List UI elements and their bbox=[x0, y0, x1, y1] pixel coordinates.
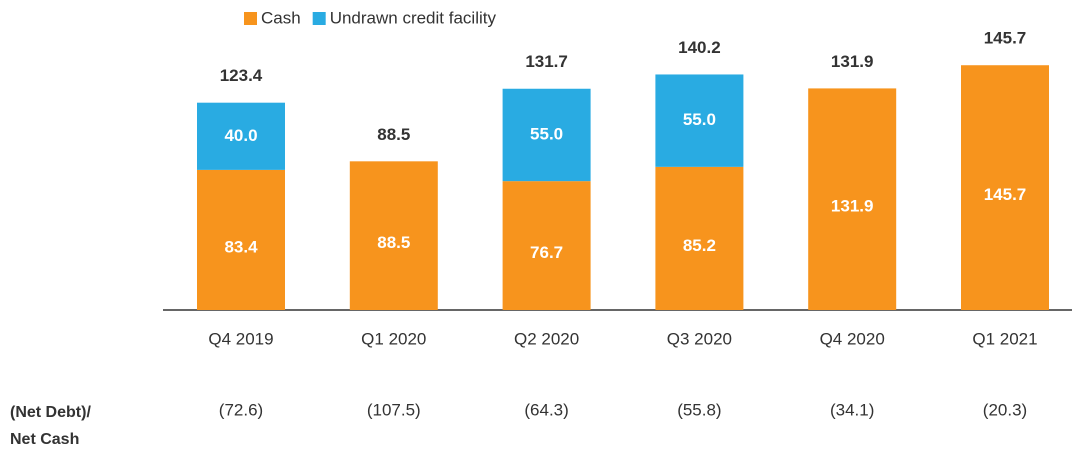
segment-label: 131.9 bbox=[831, 197, 874, 216]
segment-label: 76.7 bbox=[530, 243, 563, 262]
net-cash-value: (64.3) bbox=[524, 400, 568, 419]
bar-segment bbox=[808, 88, 897, 311]
net-cash-value: (20.3) bbox=[983, 400, 1027, 419]
bar-segment bbox=[502, 88, 591, 182]
bar-segment bbox=[197, 169, 285, 310]
legend-label: Cash bbox=[261, 8, 301, 27]
legend-label: Undrawn credit facility bbox=[330, 8, 497, 27]
net-cash-label: (Net Debt)/ bbox=[10, 404, 91, 421]
total-label: 123.4 bbox=[220, 66, 263, 85]
segment-label: 83.4 bbox=[224, 237, 258, 256]
bar-segment bbox=[349, 161, 438, 310]
x-tick-label: Q4 2020 bbox=[820, 329, 885, 348]
segment-label: 85.2 bbox=[683, 236, 716, 255]
x-tick-label: Q3 2020 bbox=[667, 329, 732, 348]
total-label: 140.2 bbox=[678, 38, 721, 57]
bar-segment bbox=[961, 65, 1049, 310]
segment-label: 55.0 bbox=[530, 124, 563, 143]
net-cash-label: Net Cash bbox=[10, 431, 79, 448]
x-tick-label: Q2 2020 bbox=[514, 329, 579, 348]
x-tick-label: Q1 2021 bbox=[972, 329, 1037, 348]
segment-label: 88.5 bbox=[377, 233, 410, 252]
net-cash-value: (55.8) bbox=[677, 400, 721, 419]
total-label: 131.7 bbox=[525, 52, 568, 71]
total-label: 145.7 bbox=[984, 29, 1027, 48]
x-tick-label: Q1 2020 bbox=[361, 329, 426, 348]
net-cash-value: (107.5) bbox=[367, 400, 421, 419]
x-tick-label: Q4 2019 bbox=[208, 329, 273, 348]
bar-segment bbox=[502, 181, 591, 310]
bar-segment bbox=[197, 102, 285, 170]
total-label: 88.5 bbox=[377, 125, 410, 144]
bar-segment bbox=[655, 166, 744, 310]
net-cash-value: (34.1) bbox=[830, 400, 874, 419]
legend-swatch bbox=[312, 12, 326, 25]
segment-label: 55.0 bbox=[683, 110, 716, 129]
legend-swatch bbox=[244, 12, 257, 25]
segment-label: 145.7 bbox=[984, 185, 1027, 204]
total-label: 131.9 bbox=[831, 52, 874, 71]
bar-segment bbox=[655, 74, 744, 167]
net-cash-value: (72.6) bbox=[219, 400, 263, 419]
segment-label: 40.0 bbox=[224, 126, 257, 145]
